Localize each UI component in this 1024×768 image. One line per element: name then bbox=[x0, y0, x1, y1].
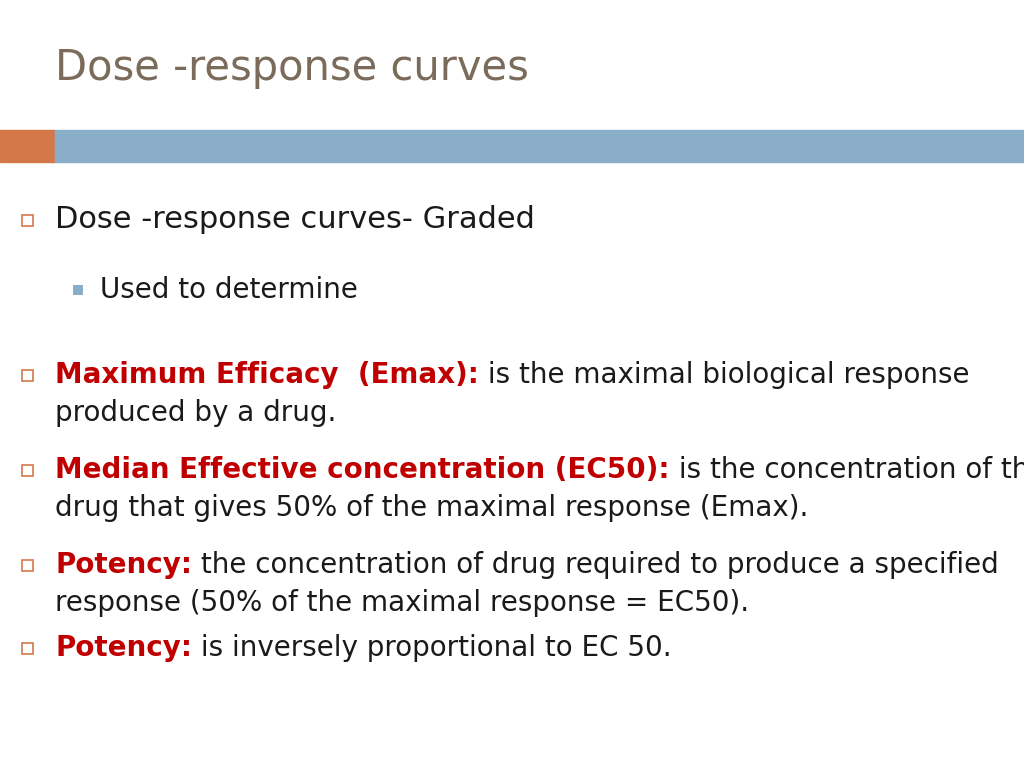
Bar bbox=[22, 369, 33, 380]
Text: produced by a drug.: produced by a drug. bbox=[55, 399, 336, 427]
Text: is inversely proportional to EC 50.: is inversely proportional to EC 50. bbox=[193, 634, 672, 662]
Text: Potency:: Potency: bbox=[55, 551, 193, 579]
Bar bbox=[22, 643, 33, 654]
Bar bbox=[22, 214, 33, 226]
Text: is the concentration of the: is the concentration of the bbox=[670, 456, 1024, 484]
Text: Potency:: Potency: bbox=[55, 634, 193, 662]
Text: response (50% of the maximal response = EC50).: response (50% of the maximal response = … bbox=[55, 589, 750, 617]
Text: Dose -response curves- Graded: Dose -response curves- Graded bbox=[55, 206, 535, 234]
Bar bbox=[22, 560, 33, 571]
Bar bbox=[0, 130, 55, 162]
Text: is the maximal biological response: is the maximal biological response bbox=[479, 361, 970, 389]
Text: Median Effective concentration (EC50):: Median Effective concentration (EC50): bbox=[55, 456, 670, 484]
Text: Used to determine: Used to determine bbox=[100, 276, 357, 304]
Text: Dose -response curves: Dose -response curves bbox=[55, 47, 528, 89]
Bar bbox=[22, 465, 33, 475]
Text: drug that gives 50% of the maximal response (Emax).: drug that gives 50% of the maximal respo… bbox=[55, 494, 808, 522]
Text: Maximum Efficacy  (Emax):: Maximum Efficacy (Emax): bbox=[55, 361, 479, 389]
Bar bbox=[55, 130, 1024, 162]
Text: the concentration of drug required to produce a specified: the concentration of drug required to pr… bbox=[193, 551, 998, 579]
Bar bbox=[73, 285, 83, 295]
